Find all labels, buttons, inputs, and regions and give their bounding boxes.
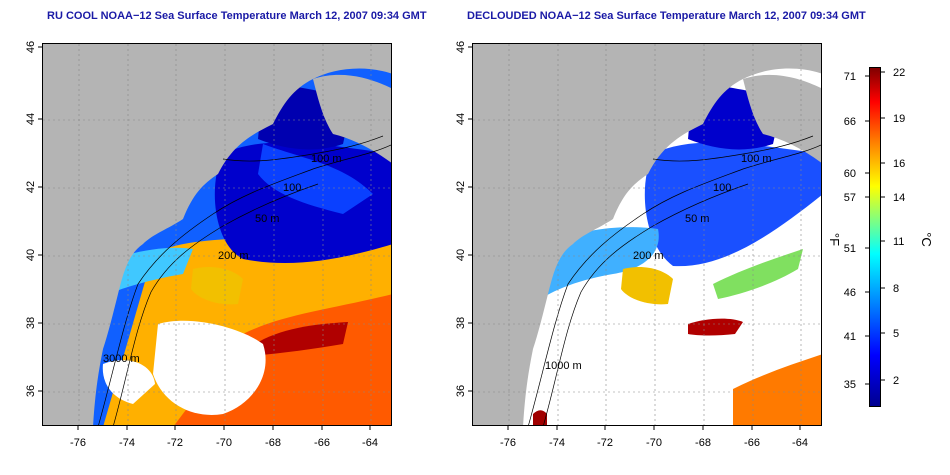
celsius-tick-label: 14 bbox=[893, 192, 905, 204]
fahrenheit-unit-label: °F bbox=[827, 232, 843, 247]
lon-tick-label: -68 bbox=[265, 437, 281, 449]
lon-tick-label: -76 bbox=[70, 437, 86, 449]
lon-tick-label: -66 bbox=[314, 437, 330, 449]
fahrenheit-tick-label: 41 bbox=[844, 331, 856, 343]
celsius-tick-label: 22 bbox=[893, 67, 905, 79]
lon-tick-label: -72 bbox=[597, 437, 613, 449]
lat-tick-label: 40 bbox=[455, 249, 467, 261]
lon-tick-label: -72 bbox=[167, 437, 183, 449]
lat-tick-label: 36 bbox=[25, 385, 37, 397]
fahrenheit-tick-label: 60 bbox=[844, 168, 856, 180]
lat-tick-label: 40 bbox=[25, 249, 37, 261]
lon-tick-label: -76 bbox=[500, 437, 516, 449]
contour-label: 200 m bbox=[218, 250, 249, 262]
lat-tick-label: 44 bbox=[455, 113, 467, 125]
contour-label: 100 m bbox=[741, 153, 772, 165]
lat-tick-label: 42 bbox=[25, 181, 37, 193]
contour-label: 50 m bbox=[255, 213, 279, 225]
celsius-unit-label: °C bbox=[918, 232, 934, 247]
fahrenheit-tick-label: 57 bbox=[844, 192, 856, 204]
lon-tick-label: -70 bbox=[216, 437, 232, 449]
left-sst-map[interactable]: 100 m 100 50 m 200 m 3000 m bbox=[42, 43, 392, 426]
right-sst-map[interactable]: 100 m 100 50 m 200 m 1000 m bbox=[472, 43, 822, 426]
lat-tick-label: 38 bbox=[25, 317, 37, 329]
fahrenheit-tick-label: 66 bbox=[844, 116, 856, 128]
fahrenheit-tick-label: 71 bbox=[844, 71, 856, 83]
lon-tick-label: -68 bbox=[695, 437, 711, 449]
lat-tick-label: 38 bbox=[455, 317, 467, 329]
lat-tick-label: 46 bbox=[25, 41, 37, 53]
contour-label: 200 m bbox=[633, 250, 664, 262]
contour-label: 1000 m bbox=[545, 360, 582, 372]
contour-label: 50 m bbox=[685, 213, 709, 225]
fahrenheit-tick-label: 51 bbox=[844, 243, 856, 255]
lat-tick-label: 42 bbox=[455, 181, 467, 193]
lon-tick-label: -70 bbox=[646, 437, 662, 449]
right-map-title: DECLOUDED NOAA−12 Sea Surface Temperatur… bbox=[467, 10, 866, 22]
contour-label: 100 bbox=[283, 182, 301, 194]
celsius-tick-label: 19 bbox=[893, 113, 905, 125]
lon-tick-label: -64 bbox=[792, 437, 808, 449]
celsius-tick-label: 16 bbox=[893, 158, 905, 170]
fahrenheit-tick-label: 46 bbox=[844, 287, 856, 299]
fahrenheit-tick-label: 35 bbox=[844, 379, 856, 391]
lat-tick-label: 36 bbox=[455, 385, 467, 397]
left-map-title: RU COOL NOAA−12 Sea Surface Temperature … bbox=[47, 10, 427, 22]
left-map-image: 100 m 100 50 m 200 m 3000 m bbox=[43, 44, 391, 425]
lat-tick-label: 44 bbox=[25, 113, 37, 125]
temperature-colorbar bbox=[869, 67, 881, 407]
right-map-image: 100 m 100 50 m 200 m 1000 m bbox=[473, 44, 821, 425]
celsius-tick-label: 2 bbox=[893, 375, 899, 387]
lon-tick-label: -64 bbox=[362, 437, 378, 449]
lon-tick-label: -66 bbox=[744, 437, 760, 449]
contour-label: 3000 m bbox=[103, 353, 140, 365]
celsius-tick-label: 11 bbox=[893, 236, 904, 248]
contour-label: 100 bbox=[713, 182, 731, 194]
celsius-tick-label: 5 bbox=[893, 328, 899, 340]
contour-label: 100 m bbox=[311, 153, 342, 165]
lon-tick-label: -74 bbox=[549, 437, 565, 449]
lat-tick-label: 46 bbox=[455, 41, 467, 53]
lon-tick-label: -74 bbox=[119, 437, 135, 449]
celsius-tick-label: 8 bbox=[893, 283, 899, 295]
